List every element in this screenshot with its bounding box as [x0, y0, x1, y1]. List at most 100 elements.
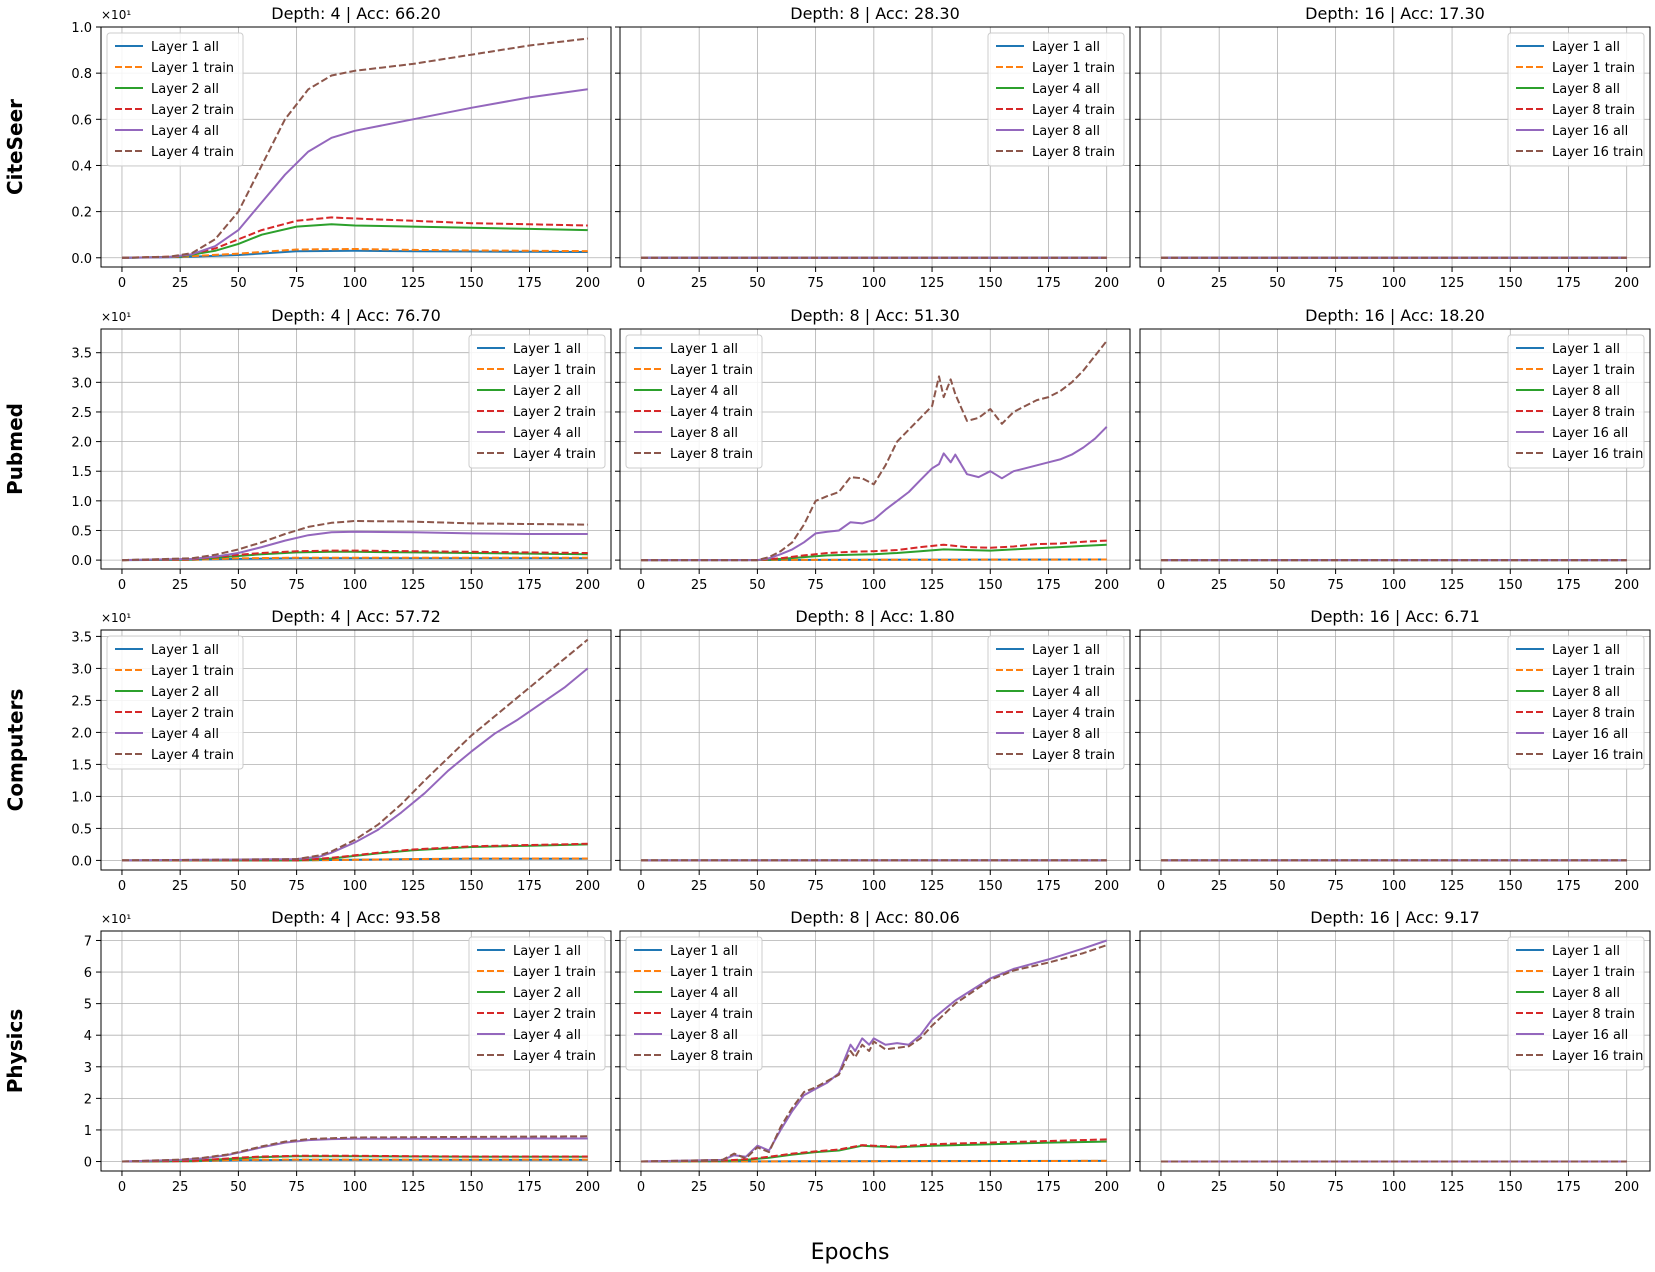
legend-label: Layer 1 train	[1552, 664, 1635, 679]
y-exponent-label: ×10¹	[101, 912, 131, 926]
x-tick-label: 100	[342, 276, 367, 291]
legend-label: Layer 16 train	[1552, 447, 1643, 462]
legend-label: Layer 16 all	[1552, 124, 1628, 139]
y-tick-label: 3.5	[71, 630, 92, 645]
legend-label: Layer 2 all	[513, 986, 581, 1001]
x-tick-label: 50	[230, 578, 247, 593]
y-tick-label: 1.0	[71, 495, 92, 510]
legend-label: Layer 4 all	[1032, 82, 1100, 97]
row-label-pubmed: Pubmed	[0, 329, 30, 569]
x-tick-label: 175	[517, 1180, 542, 1195]
series-line	[121, 638, 589, 862]
y-tick-label: 0.2	[71, 206, 92, 221]
legend-label: Layer 2 all	[151, 82, 219, 97]
x-tick-label: 25	[1211, 276, 1228, 291]
subplot-title: Depth: 8 | Acc: 80.06	[790, 908, 960, 927]
legend-label: Layer 8 train	[1032, 145, 1115, 160]
subplot: 0 25 50 75 100 125 150 175 200 Depth: 8 | Acc: 80…	[615, 908, 1131, 1195]
legend-label: Layer 1 train	[1032, 61, 1115, 76]
y-tick-label: 0.0	[71, 854, 92, 869]
row-label-computers: Computers	[0, 630, 30, 870]
y-tick-label: 0.8	[71, 67, 92, 82]
x-tick-label: 200	[1614, 879, 1639, 894]
legend: Layer 1 all Layer 1 train Layer 4 all Layer…	[987, 635, 1125, 770]
legend: Layer 1 all Layer 1 train Layer 8 all Layer…	[1507, 334, 1645, 469]
legend-label: Layer 2 train	[151, 706, 234, 721]
x-tick-label: 125	[401, 276, 426, 291]
subplot: 0 25 50 75 100 125 150 175 200 0.0 0.2 0.4 0.6 0.8 1.0…	[71, 4, 612, 291]
y-tick-label: 1.5	[71, 758, 92, 773]
series-line	[121, 1154, 588, 1163]
x-tick-label: 200	[575, 879, 600, 894]
y-tick-label: 3	[84, 1061, 92, 1076]
legend-label: Layer 8 all	[670, 426, 738, 441]
legend: Layer 1 all Layer 1 train Layer 8 all Layer…	[1507, 635, 1645, 770]
series-line	[640, 1138, 1107, 1163]
y-tick-label: 1.0	[71, 790, 92, 805]
y-tick-label: 1.5	[71, 465, 92, 480]
x-tick-label: 100	[1381, 1180, 1406, 1195]
legend-label: Layer 16 all	[1552, 426, 1628, 441]
x-tick-label: 0	[637, 276, 645, 291]
series-line	[640, 1159, 1107, 1163]
y-tick-label: 3.0	[71, 662, 92, 677]
x-tick-label: 50	[1269, 578, 1286, 593]
legend-label: Layer 8 all	[1552, 82, 1620, 97]
axes-frame	[100, 328, 612, 570]
x-tick-label: 125	[920, 1180, 945, 1195]
series-line	[121, 530, 588, 562]
legend-label: Layer 1 train	[1032, 664, 1115, 679]
x-tick-label: 200	[1614, 276, 1639, 291]
legend-label: Layer 8 train	[670, 447, 753, 462]
axes-frame	[619, 26, 1131, 268]
legend-label: Layer 16 train	[1552, 1049, 1643, 1064]
x-tick-label: 0	[118, 578, 126, 593]
x-tick-label: 25	[1211, 1180, 1228, 1195]
axes-frame	[100, 629, 612, 871]
legend-label: Layer 4 all	[151, 727, 219, 742]
series-line	[121, 549, 588, 562]
x-tick-label: 100	[342, 879, 367, 894]
subplot: 0 25 50 75 100 125 150 175 200 0.0 0.5 1.0 1.5 2.0 2.5…	[71, 607, 612, 894]
x-tick-label: 50	[1269, 276, 1286, 291]
x-tick-label: 50	[749, 276, 766, 291]
x-tick-label: 75	[807, 276, 824, 291]
y-tick-label: 4	[84, 1029, 92, 1044]
x-tick-label: 0	[118, 1180, 126, 1195]
y-tick-label: 0	[84, 1156, 92, 1171]
x-tick-label: 150	[978, 578, 1003, 593]
legend-label: Layer 8 train	[670, 1049, 753, 1064]
series-line	[121, 1135, 588, 1163]
x-tick-label: 75	[1327, 1180, 1344, 1195]
legend-label: Layer 1 all	[1032, 643, 1100, 658]
x-tick-label: 75	[1327, 879, 1344, 894]
x-tick-label: 125	[1440, 879, 1465, 894]
x-tick-label: 50	[749, 879, 766, 894]
x-tick-label: 75	[807, 578, 824, 593]
x-tick-label: 200	[1614, 1180, 1639, 1195]
subplot-title: Depth: 4 | Acc: 76.70	[271, 306, 441, 325]
subplot-title: Depth: 8 | Acc: 51.30	[790, 306, 960, 325]
x-tick-label: 125	[1440, 578, 1465, 593]
legend-label: Layer 1 all	[1552, 944, 1620, 959]
subplot: 0 25 50 75 100 125 150 175 200 Depth: 16 | Acc: 6…	[1135, 607, 1651, 894]
x-tick-label: 150	[459, 578, 484, 593]
subplot-title: Depth: 8 | Acc: 28.30	[790, 4, 960, 23]
legend-label: Layer 1 train	[1552, 965, 1635, 980]
y-exponent-label: ×10¹	[101, 310, 131, 324]
x-tick-label: 50	[749, 578, 766, 593]
x-tick-label: 175	[1556, 1180, 1581, 1195]
x-tick-label: 125	[401, 1180, 426, 1195]
series-line	[640, 558, 1107, 562]
legend-label: Layer 8 all	[1032, 727, 1100, 742]
y-tick-label: 2.5	[71, 406, 92, 421]
x-tick-label: 100	[1381, 276, 1406, 291]
x-tick-label: 150	[1498, 276, 1523, 291]
x-tick-label: 75	[288, 1180, 305, 1195]
x-tick-label: 200	[1094, 276, 1119, 291]
legend-label: Layer 8 all	[670, 1028, 738, 1043]
x-tick-label: 150	[1498, 578, 1523, 593]
x-tick-label: 100	[342, 1180, 367, 1195]
y-tick-label: 0.0	[71, 554, 92, 569]
